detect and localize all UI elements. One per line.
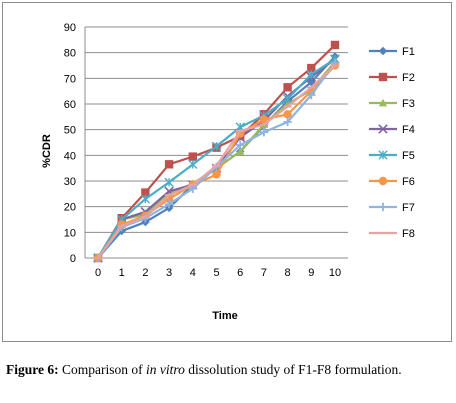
data-point xyxy=(236,140,245,150)
y-tick-label: 40 xyxy=(64,150,76,162)
data-point xyxy=(306,69,316,80)
data-point xyxy=(236,147,245,155)
data-point xyxy=(378,150,388,160)
caption-text-after: dissolution study of F1-F8 formulation. xyxy=(188,362,402,377)
x-tick-label: 4 xyxy=(190,267,196,279)
legend-label: F6 xyxy=(402,176,415,188)
y-tick-label: 70 xyxy=(64,73,76,85)
series-f8 xyxy=(93,64,340,259)
caption-italic: in vitro xyxy=(146,362,185,377)
legend: F1 F2 F3 F4 F5 F6 F7 F8 xyxy=(369,46,415,240)
series-f6 xyxy=(93,61,340,263)
data-point xyxy=(378,72,388,82)
legend-item-f8: F8 xyxy=(369,228,415,240)
y-tick-label: 80 xyxy=(64,48,76,60)
legend-item-f3: F3 xyxy=(369,98,415,110)
data-point xyxy=(283,110,292,119)
data-point xyxy=(140,194,151,204)
data-point xyxy=(283,83,292,92)
x-axis-title: Time xyxy=(212,310,237,322)
chart-frame: 0 10 20 30 40 50 60 70 80 90 0 1 2 3 4 5 6 7 8 9 10 F1 F2 F3 F4… xyxy=(2,2,452,342)
series-f5 xyxy=(93,54,340,263)
grid-layer xyxy=(85,26,348,233)
legend-label: F4 xyxy=(402,124,415,136)
x-tick-label: 5 xyxy=(213,267,219,279)
legend-label: F3 xyxy=(402,98,415,110)
x-tick-label: 7 xyxy=(261,267,267,279)
legend-label: F7 xyxy=(402,202,415,214)
series-line xyxy=(97,64,336,259)
data-point xyxy=(378,46,388,56)
data-point xyxy=(378,98,388,107)
data-point xyxy=(164,199,174,209)
data-point xyxy=(283,117,292,127)
y-tick-label: 10 xyxy=(64,227,76,239)
legend-item-f1: F1 xyxy=(369,46,415,58)
series-line xyxy=(97,58,336,259)
legend-label: F8 xyxy=(402,228,415,240)
data-point xyxy=(188,159,198,170)
x-tick-label: 1 xyxy=(119,267,125,279)
y-tick-label: 60 xyxy=(64,99,76,111)
x-tick-label: 8 xyxy=(285,267,291,279)
legend-label: F5 xyxy=(402,150,415,162)
series-f4 xyxy=(93,54,340,263)
y-tick-label: 30 xyxy=(64,176,76,188)
data-point xyxy=(259,115,269,124)
legend-item-f2: F2 xyxy=(369,72,415,84)
data-point xyxy=(141,188,150,197)
x-tick-label: 3 xyxy=(166,267,172,279)
data-point xyxy=(307,63,316,73)
legend-item-f6: F6 xyxy=(369,176,415,188)
x-tick-label: 6 xyxy=(237,267,243,279)
data-point xyxy=(282,94,293,104)
axis-layer: 0 10 20 30 40 50 60 70 80 90 0 1 2 3 4 5 6 7 8 9 10 xyxy=(64,22,348,279)
x-tick-label: 0 xyxy=(95,267,101,279)
data-point xyxy=(164,160,174,169)
legend-item-f7: F7 xyxy=(369,202,415,214)
data-point xyxy=(378,124,388,134)
legend-label: F2 xyxy=(402,72,415,84)
series-line xyxy=(97,58,336,259)
data-point xyxy=(212,170,221,179)
series-layer xyxy=(93,40,340,263)
figure-caption: Figure 6: Comparison of in vitro dissolu… xyxy=(6,361,450,378)
legend-item-f5: F5 xyxy=(369,150,415,162)
data-point xyxy=(307,90,316,100)
data-point xyxy=(164,177,174,187)
x-tick-label: 2 xyxy=(142,267,148,279)
legend-label: F1 xyxy=(402,46,415,58)
y-tick-label: 20 xyxy=(64,202,76,214)
data-point xyxy=(378,176,388,186)
line-chart: 0 10 20 30 40 50 60 70 80 90 0 1 2 3 4 5 6 7 8 9 10 F1 F2 F3 F4… xyxy=(41,22,415,322)
data-point xyxy=(188,152,197,161)
series-f2 xyxy=(93,40,340,263)
data-point xyxy=(259,128,269,137)
y-tick-label: 90 xyxy=(64,22,76,34)
x-tick-label: 9 xyxy=(308,267,314,279)
series-line xyxy=(97,64,336,259)
legend-item-f4: F4 xyxy=(369,124,415,136)
y-tick-label: 50 xyxy=(64,125,76,137)
data-point xyxy=(378,202,388,212)
data-point xyxy=(211,141,222,152)
data-point xyxy=(330,40,340,50)
y-tick-label: 0 xyxy=(70,253,76,265)
x-tick-label: 10 xyxy=(329,267,341,279)
y-axis-title: %CDR xyxy=(41,134,53,168)
caption-text-before: Comparison of xyxy=(62,362,143,377)
figure-label: Figure 6: xyxy=(6,362,59,377)
